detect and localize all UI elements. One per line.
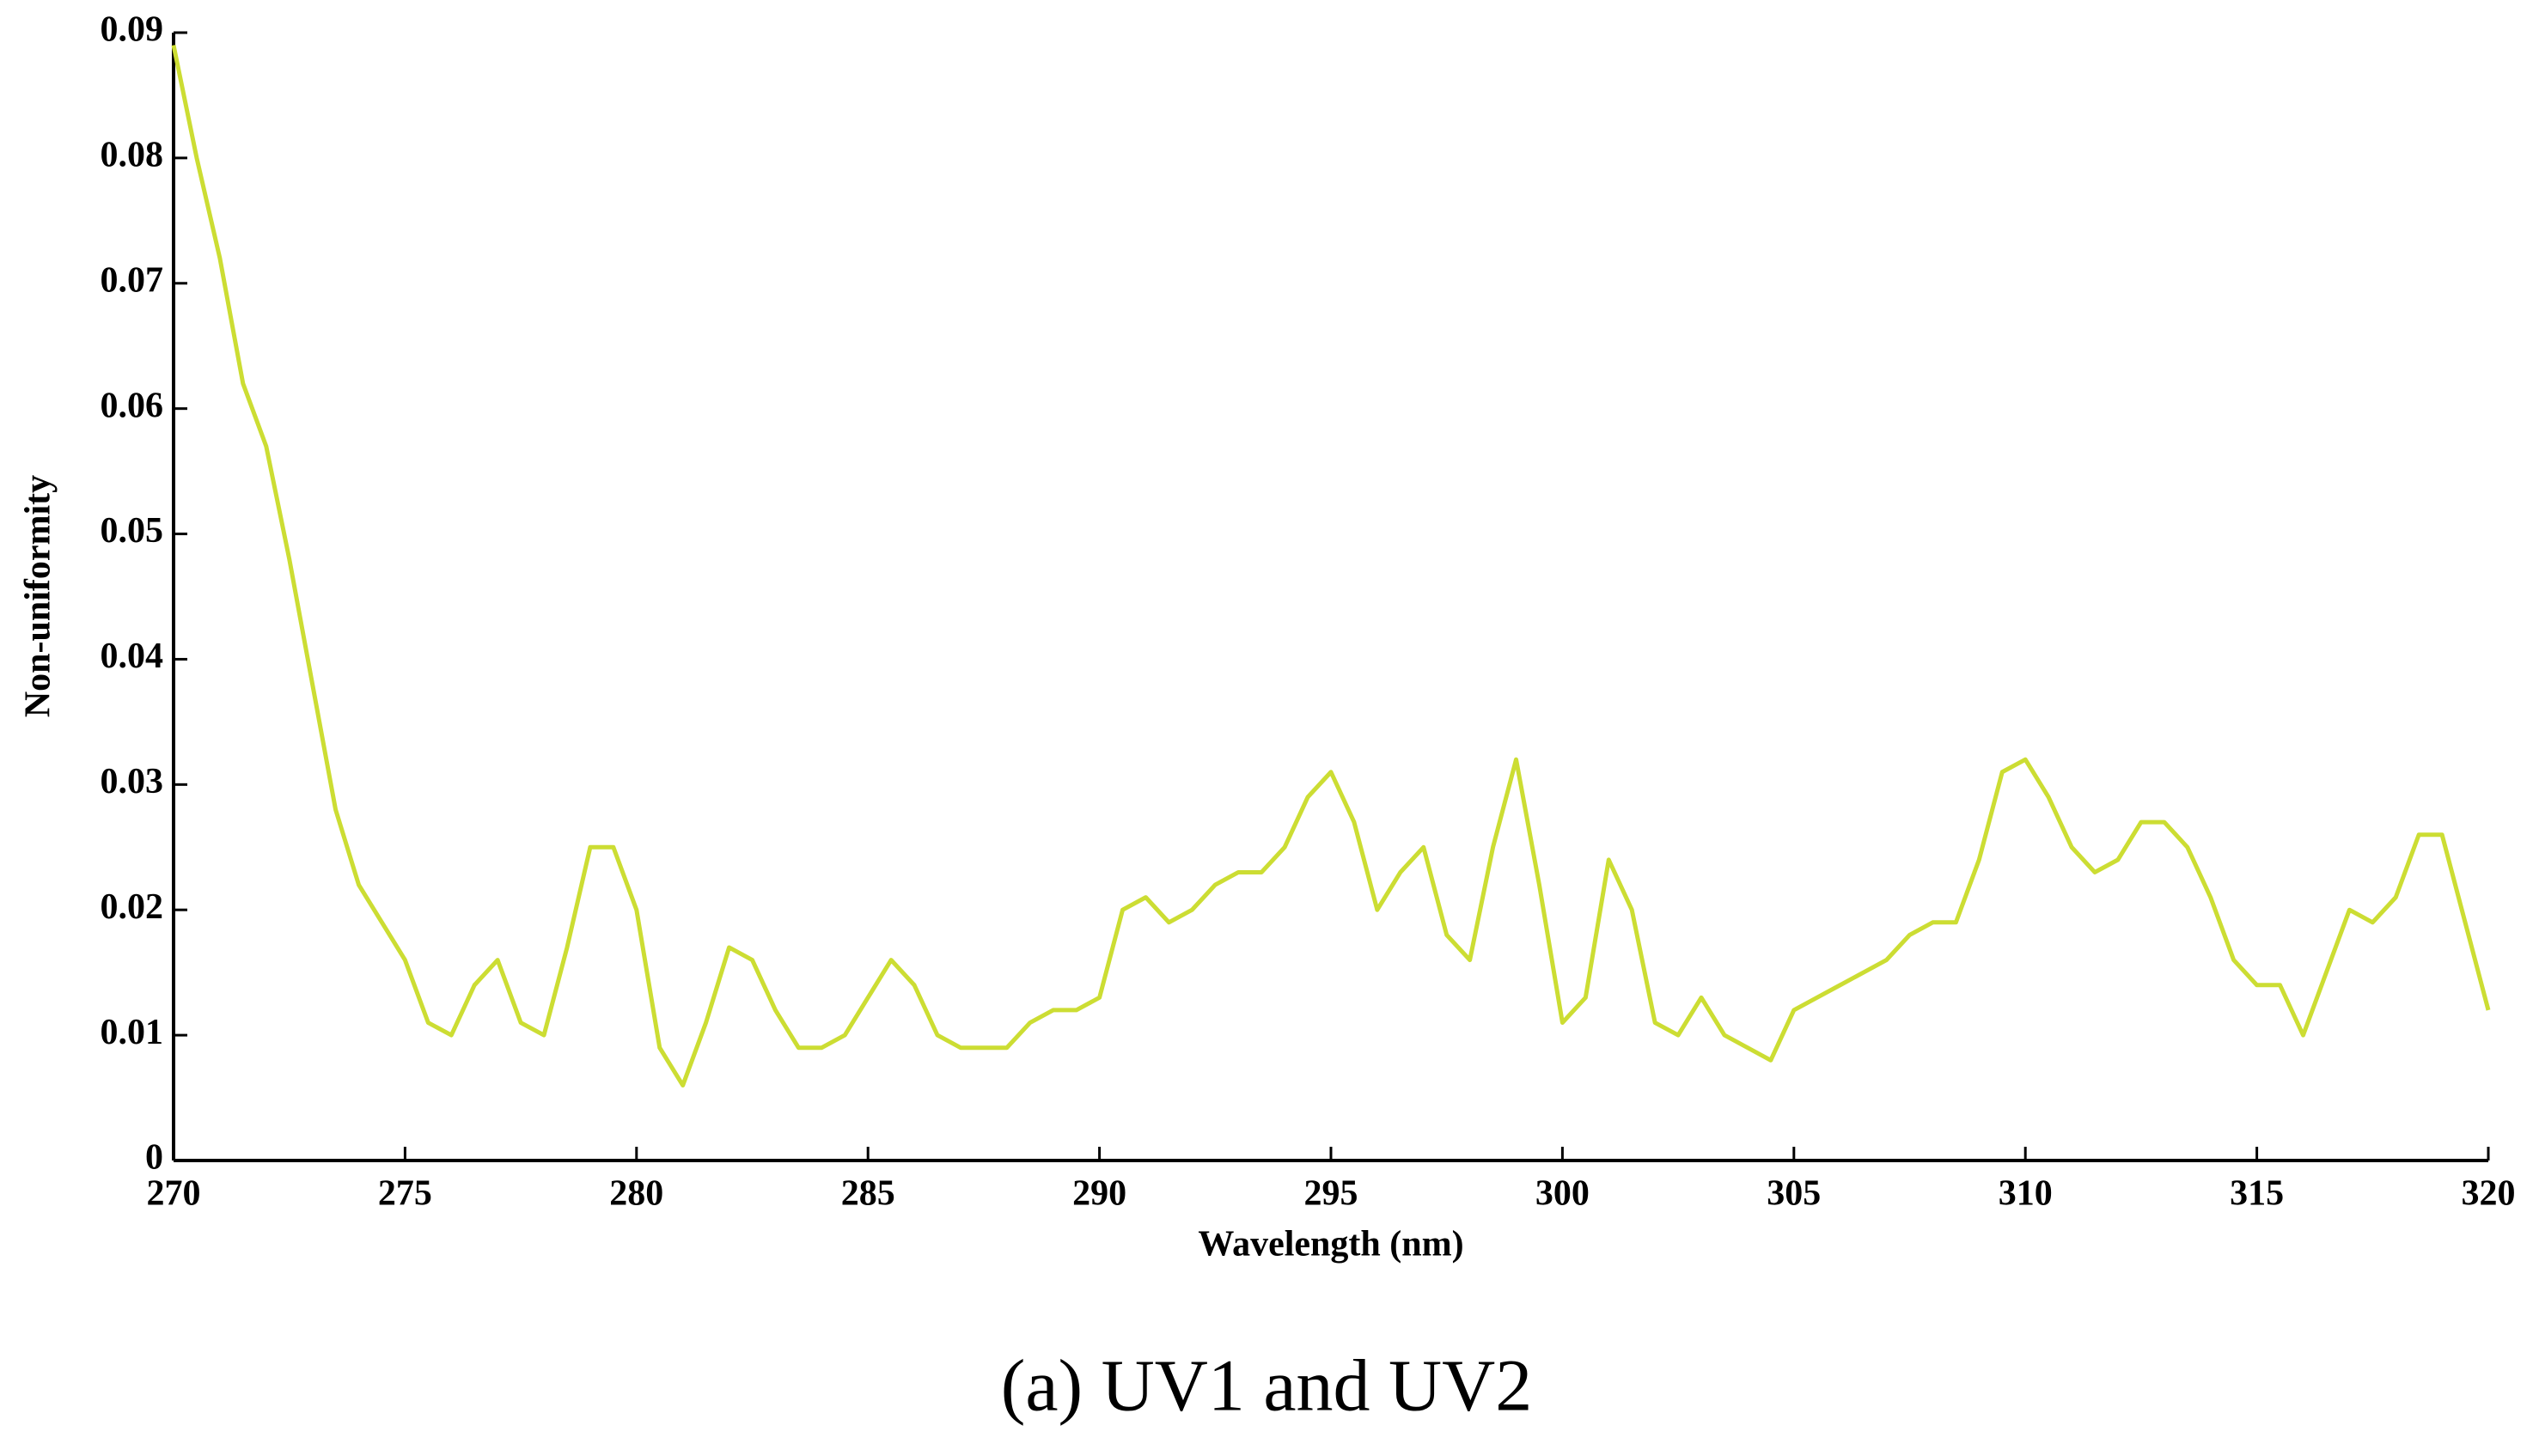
y-tick-label: 0.05: [101, 511, 164, 551]
x-tick-label: 285: [841, 1174, 895, 1214]
y-tick-label: 0.03: [101, 762, 164, 801]
y-tick-label: 0.06: [101, 386, 164, 425]
y-tick-label: 0.09: [101, 10, 164, 50]
x-tick-label: 300: [1535, 1174, 1590, 1214]
caption: (a) UV1 and UV2: [1001, 1344, 1533, 1427]
y-tick-label: 0.04: [101, 637, 164, 676]
y-tick-label: 0: [145, 1138, 163, 1178]
y-tick-label: 0.02: [101, 887, 164, 927]
data-line: [171, 45, 2491, 1087]
x-tick-label: 305: [1767, 1174, 1821, 1214]
x-tick-label: 295: [1304, 1174, 1358, 1214]
x-tick-label: 310: [1999, 1174, 2053, 1214]
x-axis-label: Wavelength (nm): [1198, 1225, 1463, 1264]
x-tick-label: 280: [609, 1174, 663, 1214]
y-tick-label: 0.01: [101, 1013, 164, 1052]
x-tick-label: 290: [1072, 1174, 1126, 1214]
y-axis-label: Non-uniformity: [19, 475, 58, 717]
y-tick-label: 0.07: [101, 260, 164, 300]
y-tick-label: 0.08: [101, 136, 164, 175]
x-tick-label: 270: [147, 1174, 201, 1214]
x-tick-label: 315: [2230, 1174, 2284, 1214]
x-tick-label: 275: [378, 1174, 432, 1214]
x-tick-label: 320: [2462, 1174, 2516, 1214]
